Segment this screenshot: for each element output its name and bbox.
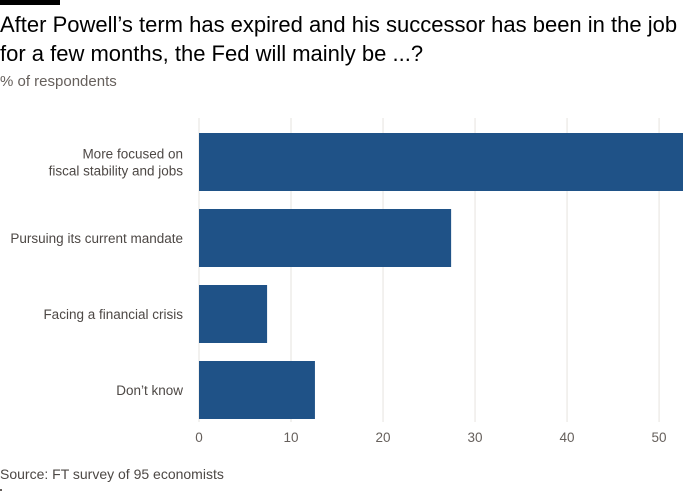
- bar: [199, 361, 315, 419]
- x-tick-label: 0: [195, 430, 203, 445]
- bar: [199, 133, 683, 191]
- x-tick-label: 30: [468, 430, 483, 445]
- bar: [199, 209, 452, 267]
- source-note: Source: FT survey of 95 economists: [0, 466, 224, 482]
- x-tick-label: 20: [376, 430, 391, 445]
- x-tick-label: 50: [652, 430, 667, 445]
- footer-mark: [0, 489, 2, 491]
- category-label: fiscal stability and jobs: [49, 164, 184, 179]
- x-tick-label: 40: [560, 430, 575, 445]
- category-label: Pursuing its current mandate: [10, 231, 183, 246]
- header-rule: [0, 0, 60, 5]
- category-label: Don’t know: [116, 383, 183, 398]
- category-label: More focused on: [82, 147, 183, 162]
- x-tick-label: 10: [283, 430, 298, 445]
- chart-subtitle: % of respondents: [0, 73, 117, 90]
- category-label: Facing a financial crisis: [43, 307, 183, 322]
- chart-title: After Powell’s term has expired and his …: [0, 12, 678, 66]
- bar-chart: More focused on fiscal stability and jobs…: [10, 118, 683, 445]
- bar: [199, 285, 268, 343]
